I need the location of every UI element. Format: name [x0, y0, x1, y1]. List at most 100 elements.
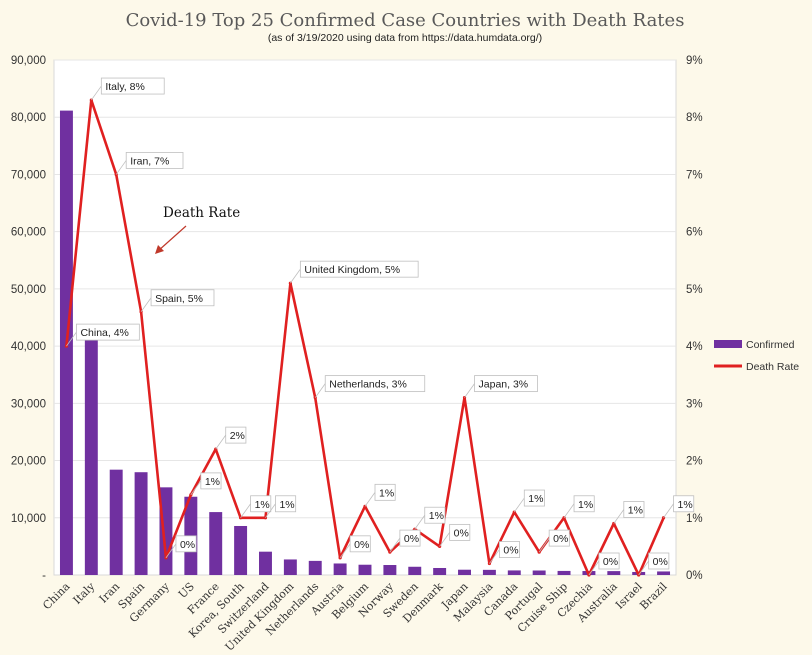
death-rate-label: 0%: [638, 552, 670, 576]
label-leader: [140, 297, 152, 313]
label-leader: [538, 537, 550, 553]
label-box: [449, 523, 471, 541]
label-box: [673, 495, 695, 513]
death-rate-label: 0%: [538, 529, 570, 553]
bar-confirmed: [657, 571, 671, 575]
death-rate-label: 2%: [215, 426, 247, 450]
bar-confirmed: [134, 472, 148, 575]
y-left-tick-label: 10,000: [11, 513, 46, 525]
death-rate-label: Spain, 5%: [140, 289, 215, 313]
bar-confirmed: [84, 340, 98, 575]
death-rate-label: Netherlands, 3%: [314, 375, 426, 398]
legend-label-confirmed: Confirmed: [746, 339, 795, 351]
y-left-tick-label: 90,000: [11, 55, 46, 67]
label-leader: [389, 537, 401, 553]
death-rate-label: 1%: [190, 472, 222, 496]
label-text: 0%: [454, 527, 469, 539]
death-rate-label: 0%: [439, 523, 471, 547]
label-box: [125, 152, 184, 169]
y-right-tick-label: 7%: [686, 169, 703, 181]
label-box: [548, 529, 570, 547]
legend-swatch-confirmed: [714, 340, 742, 348]
label-text: 1%: [379, 487, 394, 499]
label-leader: [115, 160, 127, 175]
label-text: Netherlands, 3%: [329, 379, 407, 391]
y-left-tick-label: 70,000: [11, 169, 46, 181]
label-box: [523, 489, 545, 507]
death-rate-label: 0%: [588, 552, 620, 576]
label-text: 0%: [404, 533, 419, 545]
label-text: 1%: [528, 493, 543, 505]
label-text: 1%: [678, 499, 693, 511]
label-box: [175, 535, 197, 553]
label-text: United Kingdom, 5%: [304, 264, 400, 276]
label-text: 1%: [205, 476, 220, 488]
death-rate-label: 1%: [364, 483, 396, 507]
bar-confirmed: [433, 567, 447, 575]
label-leader: [90, 85, 102, 101]
label-text: 0%: [354, 539, 369, 551]
death-rate-label: 0%: [165, 535, 197, 559]
gridlines: [54, 59, 676, 519]
label-leader: [240, 503, 251, 519]
label-text: 1%: [255, 499, 270, 511]
label-leader: [588, 560, 600, 576]
label-leader: [464, 383, 475, 398]
label-box: [474, 375, 538, 393]
y-right-tick-label: 5%: [686, 284, 703, 296]
y-left-tick-label: -: [42, 570, 46, 582]
category-label: Brazil: [637, 580, 670, 613]
label-text: 0%: [603, 556, 618, 568]
y-left-tick-label: 40,000: [11, 341, 46, 353]
death-rate-label: 0%: [389, 529, 421, 553]
annotation-arrow: [157, 225, 187, 252]
left-axis-ticks: - 10,000 20,000 30,000 40,000 50,000 60,000 70,…: [11, 55, 46, 582]
bar-confirmed: [109, 469, 123, 575]
y-right-tick-label: 0%: [686, 570, 703, 582]
y-left-tick-label: 50,000: [11, 284, 46, 296]
death-rate-label: 1%: [240, 495, 272, 519]
death-rate-label: 1%: [663, 495, 695, 519]
label-leader: [190, 480, 202, 496]
label-box: [200, 472, 222, 490]
label-leader: [314, 383, 326, 398]
label-box: [299, 260, 419, 278]
label-leader: [414, 514, 426, 530]
label-box: [498, 541, 520, 558]
right-axis-ticks: 0% 1% 2% 3% 4% 5% 6% 7% 8% 9%: [686, 55, 703, 582]
data-labels: China, 4% Italy, 8% Iran, 7% Spain, 5% 0% 1% 2…: [66, 77, 695, 576]
label-text: 0%: [503, 545, 518, 557]
category-label: Italy: [71, 579, 98, 606]
annotation-arrowhead: [155, 245, 164, 254]
y-right-tick-label: 2%: [686, 456, 703, 468]
y-left-tick-label: 80,000: [11, 112, 46, 124]
label-text: Iran, 7%: [130, 155, 169, 167]
bar-confirmed: [532, 570, 546, 575]
label-box: [598, 552, 620, 570]
bar-confirmed: [557, 570, 571, 575]
label-box: [100, 77, 165, 95]
category-label: China: [40, 580, 73, 613]
label-box: [150, 289, 215, 307]
label-leader: [513, 497, 525, 513]
label-text: China, 4%: [80, 327, 128, 339]
death-rate-label: 1%: [513, 489, 545, 513]
y-right-tick-label: 9%: [686, 55, 703, 67]
label-text: 0%: [180, 539, 195, 551]
label-leader: [265, 503, 276, 519]
bar-confirmed: [333, 563, 347, 575]
label-box: [324, 375, 426, 393]
label-box: [225, 426, 247, 444]
label-leader: [339, 543, 351, 559]
label-box: [648, 552, 670, 570]
label-leader: [489, 549, 500, 564]
label-leader: [215, 434, 227, 450]
y-left-tick-label: 60,000: [11, 227, 46, 239]
y-right-tick-label: 8%: [686, 112, 703, 124]
bar-confirmed: [308, 560, 322, 575]
bar-confirmed: [607, 571, 621, 575]
y-left-tick-label: 20,000: [11, 456, 46, 468]
